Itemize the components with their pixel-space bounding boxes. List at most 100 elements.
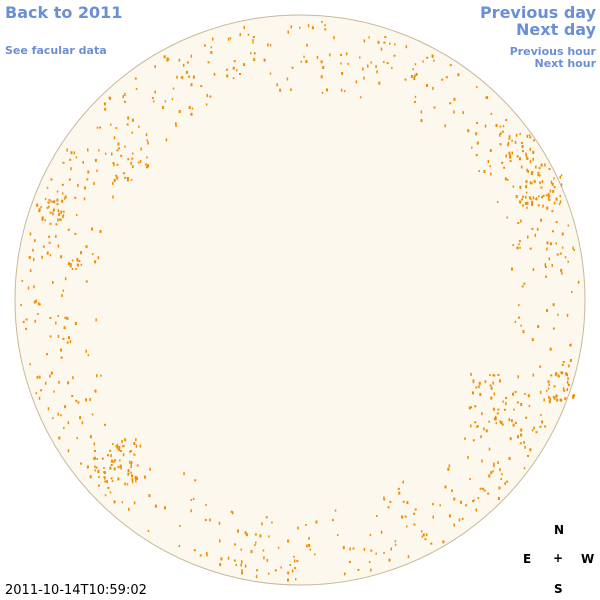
facula-spot (484, 124, 487, 128)
facula-spot (542, 194, 545, 197)
facula-spot (86, 178, 89, 181)
back-to-year-link[interactable]: Back to 2011 (5, 3, 123, 22)
facula-spot (122, 95, 124, 99)
facula-spot (124, 438, 127, 442)
facula-spot (505, 119, 508, 121)
facula-spot (110, 123, 112, 126)
facula-spot (66, 341, 69, 344)
facula-spot (253, 52, 256, 55)
facula-spot (22, 320, 25, 323)
facula-spot (376, 70, 378, 74)
facula-spot (535, 431, 538, 434)
facula-spot (75, 399, 78, 402)
facula-spot (420, 119, 423, 123)
facula-spot (69, 263, 72, 265)
facula-spot (467, 455, 469, 459)
next-day-link[interactable]: Next day (516, 20, 596, 39)
facula-spot (66, 316, 69, 320)
facula-spot (58, 212, 61, 216)
facula-spot (475, 386, 478, 389)
facula-spot (471, 146, 473, 149)
facula-spot (495, 417, 497, 421)
facula-spot (472, 439, 475, 442)
facula-spot (67, 262, 70, 266)
facula-spot (520, 324, 522, 327)
facula-spot (538, 167, 541, 170)
facula-spot (207, 61, 210, 64)
facula-spot (383, 496, 385, 499)
facula-spot (540, 163, 543, 167)
facula-spot (290, 25, 292, 29)
facula-spot (104, 476, 106, 480)
facula-spot (347, 62, 349, 65)
facula-spot (190, 112, 193, 116)
previous-hour-link[interactable]: Previous hour (509, 45, 596, 58)
facula-spot (559, 195, 561, 198)
facula-spot (130, 471, 132, 474)
facula-spot (526, 201, 529, 205)
facula-spot (519, 157, 521, 161)
facula-spot (524, 445, 526, 449)
facula-spot (60, 348, 63, 352)
facula-spot (69, 340, 72, 344)
facula-spot (526, 134, 529, 138)
facula-spot (447, 467, 450, 471)
facula-spot (154, 65, 156, 69)
next-hour-link[interactable]: Next hour (534, 57, 597, 70)
facula-spot (62, 289, 64, 292)
previous-day-link[interactable]: Previous day (479, 3, 596, 22)
facula-spot (530, 197, 532, 200)
facula-spot (562, 361, 565, 363)
facula-spot (355, 80, 358, 84)
facula-spot (539, 365, 542, 368)
facula-spot (239, 73, 241, 75)
facula-spot (538, 174, 541, 177)
facula-spot (469, 478, 471, 480)
facula-spot (504, 482, 506, 485)
facula-spot (499, 420, 501, 424)
facula-spot (343, 90, 346, 93)
facula-spot (383, 61, 385, 64)
facula-spot (492, 407, 495, 411)
facula-spot (524, 393, 526, 395)
facula-spot (477, 497, 480, 500)
facula-spot (186, 61, 189, 64)
facula-spot (133, 442, 136, 445)
facula-spot (133, 453, 136, 456)
facula-spot (287, 571, 290, 575)
facula-spot (413, 77, 416, 80)
facula-spot (116, 176, 119, 180)
facula-spot (376, 515, 378, 517)
facula-spot (131, 480, 134, 484)
facula-spot (548, 194, 551, 197)
facula-spot (544, 266, 547, 268)
facula-spot (559, 200, 562, 204)
facula-spot (505, 397, 508, 399)
facula-spot (449, 64, 452, 67)
see-facular-data-link[interactable]: See facular data (5, 44, 107, 57)
facula-spot (525, 191, 528, 194)
facula-spot (461, 517, 464, 520)
facula-spot (293, 555, 295, 558)
facula-spot (269, 72, 272, 75)
facula-spot (126, 123, 129, 126)
facula-spot (555, 221, 558, 224)
facula-spot (219, 539, 221, 543)
facula-spot (308, 544, 311, 547)
facula-spot (547, 192, 550, 196)
facula-spot (57, 209, 60, 213)
facula-spot (203, 44, 206, 47)
facula-spot (38, 396, 41, 400)
facula-spot (324, 28, 327, 31)
facula-spot (453, 497, 456, 501)
facula-spot (91, 413, 94, 416)
facula-spot (539, 425, 542, 428)
facula-spot (553, 201, 556, 205)
facula-spot (52, 200, 54, 203)
facula-spot (245, 533, 248, 537)
facula-spot (535, 165, 537, 169)
facula-spot (548, 168, 551, 171)
facula-spot (61, 294, 63, 298)
facula-spots (20, 20, 580, 582)
